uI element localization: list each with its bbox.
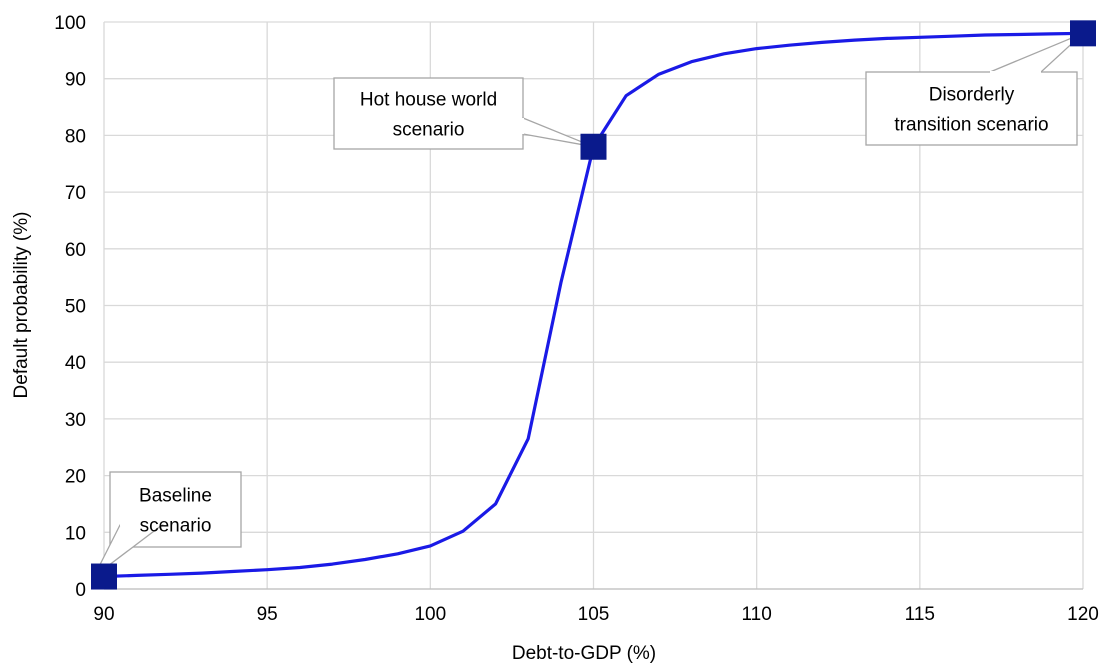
y-tick-label: 40	[65, 353, 86, 374]
x-tick-label: 120	[1067, 604, 1099, 625]
y-tick-label: 80	[65, 126, 86, 147]
y-tick-label: 70	[65, 183, 86, 204]
callout-label: Baseline	[139, 486, 212, 507]
x-tick-label: 110	[742, 604, 772, 625]
callout-label: Hot house world	[360, 90, 497, 111]
y-tick-label: 50	[65, 297, 86, 318]
callouts: Baseline scenario Hot house world scenario D…	[93, 32, 1084, 578]
axes: 0 10 20 30 40 50 60 70 80 90 100 90 95 100 105 110 115 12…	[54, 13, 1099, 625]
y-tick-label: 60	[65, 240, 86, 261]
y-tick-label: 20	[65, 467, 86, 488]
callout-label: scenario	[393, 120, 465, 141]
callout-box	[865, 71, 1078, 146]
y-tick-label: 10	[65, 523, 86, 544]
y-axis-title: Default probability (%)	[11, 212, 32, 399]
labels: Debt-to-GDP (%) Default probability (%)	[11, 212, 656, 664]
x-tick-label: 115	[905, 604, 935, 625]
callout-pointer	[989, 32, 1084, 73]
x-tick-label: 95	[257, 604, 278, 625]
x-tick-label: 90	[93, 604, 114, 625]
y-tick-label: 30	[65, 410, 86, 431]
markers	[91, 20, 1096, 590]
y-tick-label: 90	[65, 70, 86, 91]
callout-label: Disorderly	[929, 85, 1015, 106]
y-tick-label: 0	[75, 580, 86, 601]
y-tick-label: 100	[54, 13, 86, 34]
callout-label: transition scenario	[894, 115, 1048, 136]
scenario-marker	[580, 133, 607, 160]
x-axis-title: Debt-to-GDP (%)	[512, 643, 656, 664]
scenario-marker	[1070, 20, 1096, 47]
x-tick-label: 100	[414, 604, 446, 625]
callout-label: scenario	[140, 516, 212, 537]
x-tick-label: 105	[578, 604, 610, 625]
grid	[103, 21, 1084, 590]
callout-box	[333, 77, 524, 150]
scenario-marker	[91, 563, 117, 590]
